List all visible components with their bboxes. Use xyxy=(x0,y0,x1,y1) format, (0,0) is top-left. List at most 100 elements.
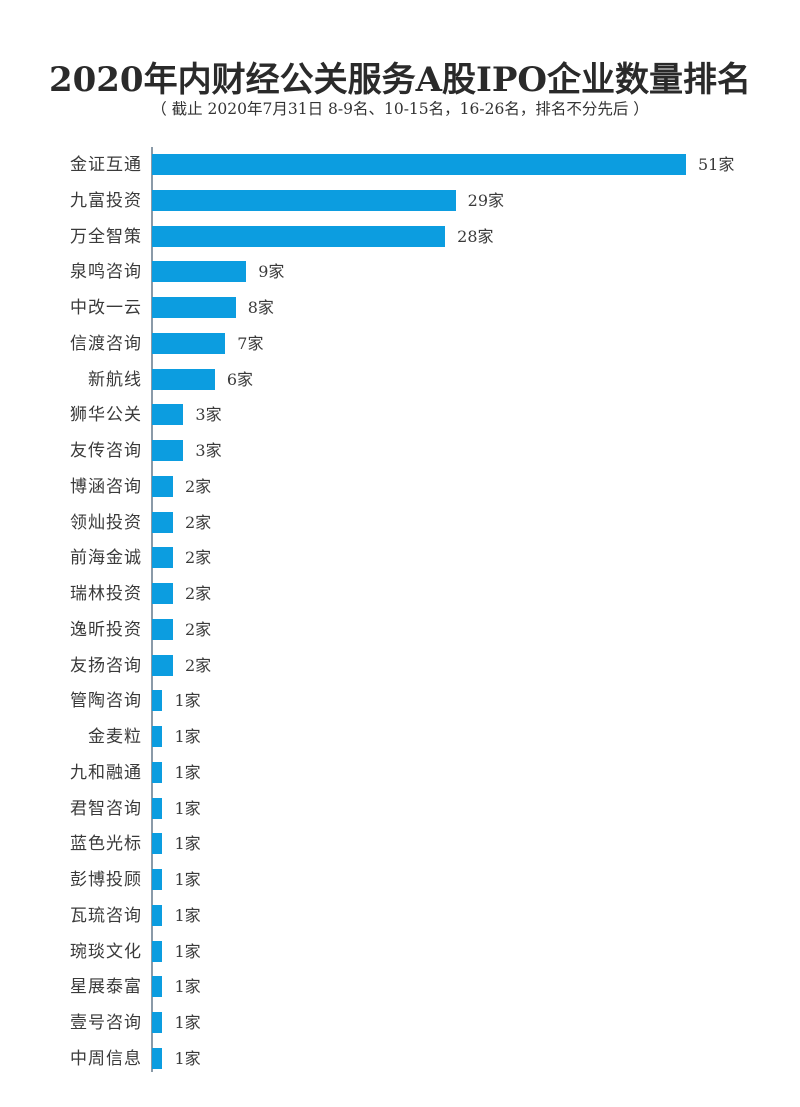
value-label: 1家 xyxy=(174,870,201,889)
category-label: 瓦琉咨询 xyxy=(70,905,142,926)
category-label: 九和融通 xyxy=(70,762,142,783)
bar-row: 前海金诚 2家 xyxy=(0,546,800,570)
bar-row: 金证互通 51家 xyxy=(0,153,800,177)
bar-row: 友传咨询 3家 xyxy=(0,439,800,463)
value-label: 1家 xyxy=(174,977,201,997)
bar-row: 中改一云 8家 xyxy=(0,296,800,320)
bar-row: 九富投资 29家 xyxy=(0,189,800,213)
category-label: 新航线 xyxy=(88,369,142,390)
category-label: 博涵咨询 xyxy=(70,476,142,497)
chart-subtitle: （ 截止 2020年7月31日 8-9名、10-15名，16-26名，排名不分先… xyxy=(151,100,649,118)
y-axis-line xyxy=(151,147,153,1072)
value-label: 51家 xyxy=(698,155,735,174)
bar-row: 友扬咨询 2家 xyxy=(0,654,800,678)
bar xyxy=(152,189,456,211)
value-label: 1家 xyxy=(174,727,201,746)
category-label: 星展泰富 xyxy=(70,977,142,998)
bar-row: 星展泰富 1家 xyxy=(0,975,800,999)
bar-row: 领灿投资 2家 xyxy=(0,511,800,535)
value-label: 7家 xyxy=(237,333,264,353)
value-label: 29家 xyxy=(467,190,505,210)
bar xyxy=(152,797,163,819)
category-label: 信渡咨询 xyxy=(70,333,142,354)
bar-row: 蓝色光标 1家 xyxy=(0,832,800,856)
value-label: 1家 xyxy=(174,798,201,818)
category-label: 友传咨询 xyxy=(70,441,142,461)
bar xyxy=(152,869,163,890)
value-label: 28家 xyxy=(457,226,494,246)
value-label: 1家 xyxy=(174,834,201,854)
bar-row: 管陶咨询 1家 xyxy=(0,689,800,713)
bar xyxy=(152,511,173,533)
bar xyxy=(152,583,173,604)
bar xyxy=(152,368,215,390)
bar-row: 琬琰文化 1家 xyxy=(0,940,800,964)
category-label: 金证互通 xyxy=(70,155,142,175)
bar xyxy=(152,726,163,747)
category-label: 友扬咨询 xyxy=(70,655,142,676)
value-label: 2家 xyxy=(184,476,212,496)
category-label: 君智咨询 xyxy=(70,798,142,819)
bar xyxy=(152,690,163,712)
category-label: 狮华公关 xyxy=(70,405,142,426)
value-label: 3家 xyxy=(195,441,222,460)
bar-row: 金麦粒 1家 xyxy=(0,725,800,749)
chart-title: 2020年内财经公关服务A股IPO企业数量排名 xyxy=(48,60,752,100)
bar xyxy=(152,654,173,676)
bar-row: 博涵咨询 2家 xyxy=(0,475,800,499)
value-label: 2家 xyxy=(184,619,212,639)
category-label: 瑞林投资 xyxy=(70,584,142,604)
bar-row: 君智咨询 1家 xyxy=(0,797,800,821)
bar xyxy=(152,940,163,962)
bar xyxy=(152,904,163,926)
bar-row: 彭博投顾 1家 xyxy=(0,868,800,892)
bar-row: 泉鸣咨询 9家 xyxy=(0,260,800,284)
category-label: 九富投资 xyxy=(70,190,142,211)
bar-row: 中周信息 1家 xyxy=(0,1047,800,1071)
value-label: 1家 xyxy=(174,905,201,925)
bar xyxy=(152,833,163,855)
value-label: 9家 xyxy=(258,262,285,282)
value-label: 1家 xyxy=(174,941,201,961)
value-label: 2家 xyxy=(184,548,212,568)
category-label: 中改一云 xyxy=(70,298,142,318)
value-label: 1家 xyxy=(174,691,201,711)
category-label: 蓝色光标 xyxy=(70,834,142,855)
category-label: 前海金诚 xyxy=(70,548,142,569)
value-label: 8家 xyxy=(247,298,274,317)
bar xyxy=(152,618,173,640)
bar xyxy=(152,1047,163,1069)
bar-row: 信渡咨询 7家 xyxy=(0,332,800,356)
bar xyxy=(152,225,446,247)
bar-row: 狮华公关 3家 xyxy=(0,403,800,427)
bar-row: 万全智策 28家 xyxy=(0,225,800,249)
bar-row: 瓦琉咨询 1家 xyxy=(0,904,800,928)
category-label: 彭博投顾 xyxy=(70,870,142,890)
bar xyxy=(152,976,163,998)
category-label: 壹号咨询 xyxy=(70,1013,142,1033)
bar xyxy=(152,404,184,426)
value-label: 2家 xyxy=(184,655,212,675)
bar xyxy=(152,332,226,354)
bar-row: 新航线 6家 xyxy=(0,368,800,392)
category-label: 逸昕投资 xyxy=(70,619,142,640)
bar xyxy=(152,547,173,569)
bar-row: 逸昕投资 2家 xyxy=(0,618,800,642)
bar xyxy=(152,475,173,497)
bar xyxy=(152,1012,163,1033)
value-label: 1家 xyxy=(174,762,201,782)
category-label: 金麦粒 xyxy=(88,727,142,747)
value-label: 2家 xyxy=(184,512,212,532)
value-label: 3家 xyxy=(195,405,222,425)
category-label: 中周信息 xyxy=(70,1048,142,1069)
bar-row: 壹号咨询 1家 xyxy=(0,1011,800,1035)
bar xyxy=(152,297,236,318)
category-label: 泉鸣咨询 xyxy=(70,262,142,283)
category-label: 管陶咨询 xyxy=(70,691,142,712)
bar xyxy=(152,440,184,461)
value-label: 1家 xyxy=(174,1048,201,1068)
bar xyxy=(152,154,686,175)
value-label: 2家 xyxy=(184,584,212,603)
value-label: 6家 xyxy=(226,369,253,389)
bar-row: 瑞林投资 2家 xyxy=(0,582,800,606)
